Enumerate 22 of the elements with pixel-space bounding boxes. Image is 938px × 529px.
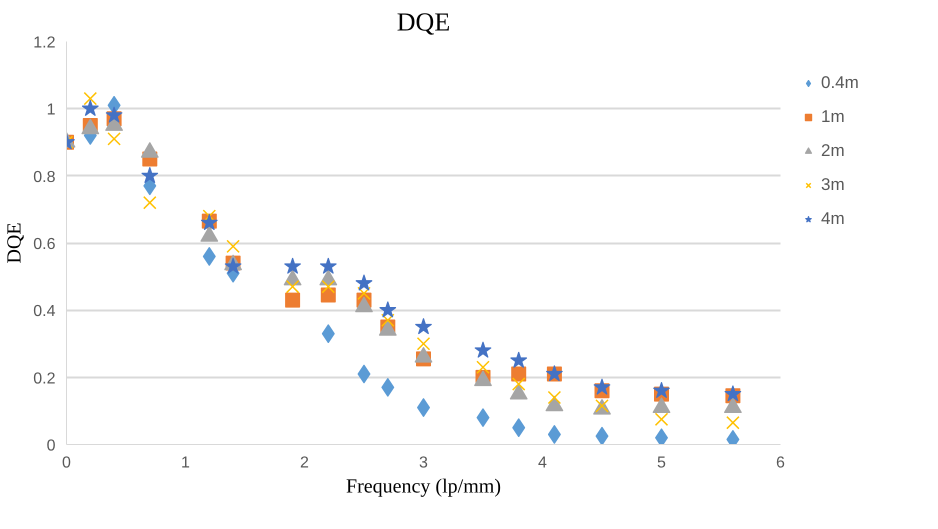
- y-axis-title: DQE: [3, 222, 26, 264]
- x-tick-label: 4: [538, 454, 548, 472]
- y-tick-label: 0: [46, 438, 56, 454]
- legend-label: 0.4m: [821, 73, 859, 93]
- chart-title: DQE: [396, 8, 450, 36]
- y-tick-label: 0.8: [33, 168, 56, 186]
- x-tick-label: 2: [300, 454, 310, 472]
- x-axis-title: Frequency (lp/mm): [346, 476, 501, 498]
- x-tick-label: 5: [657, 454, 666, 472]
- y-tick-label: 1: [46, 102, 56, 119]
- y-tick-label: 0.6: [33, 236, 56, 253]
- x-tick-label: 6: [776, 454, 786, 472]
- x-tick-label: 0: [62, 454, 72, 472]
- legend-label: 2m: [821, 141, 845, 161]
- y-tick-label: 1.2: [33, 34, 56, 52]
- y-tick-label: 0.4: [33, 303, 56, 320]
- legend-label: 4m: [821, 209, 845, 229]
- x-tick-label: 3: [419, 454, 428, 472]
- x-tick-label: 1: [181, 454, 190, 472]
- legend-label: 3m: [821, 175, 845, 195]
- legend-label: 1m: [821, 107, 845, 127]
- y-tick-label: 0.2: [33, 370, 56, 388]
